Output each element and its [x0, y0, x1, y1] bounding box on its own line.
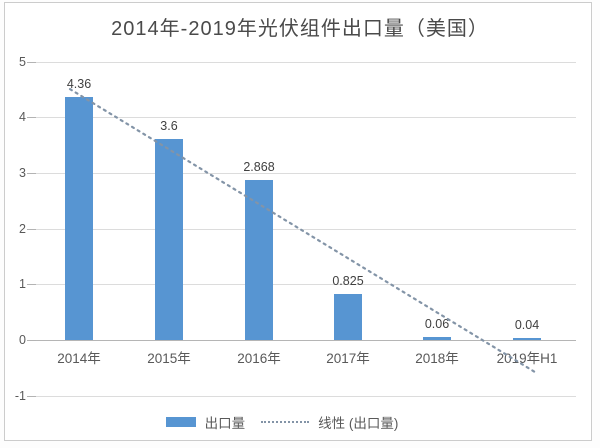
data-label: 0.06: [424, 316, 450, 331]
x-tick-label: 2015年: [147, 351, 191, 366]
gridline: [31, 62, 576, 63]
y-axis-tick: [27, 173, 36, 174]
bar-2015: [155, 139, 183, 340]
y-tick-label: -1: [14, 389, 26, 403]
y-tick-label: 5: [19, 55, 26, 69]
gridline: [31, 284, 576, 285]
legend-label-trendline: 线性 (出口量): [318, 416, 399, 431]
gridline: [31, 229, 576, 230]
legend-bar-swatch: [165, 417, 196, 427]
x-tick-label: 2019年H1: [496, 351, 558, 366]
legend-label-series: 出口量: [204, 416, 246, 431]
y-axis-tick: [27, 229, 36, 230]
x-tick-label: 2017年: [326, 351, 370, 366]
x-tick-label: 2018年: [415, 351, 459, 366]
y-axis-tick: [27, 62, 36, 63]
chart-title: 2014年-2019年光伏组件出口量（美国）: [111, 18, 489, 40]
y-axis-tick: [27, 340, 36, 341]
bar-2019h1: [513, 337, 541, 340]
y-tick-label: 1: [19, 277, 26, 291]
gridline: [31, 117, 576, 118]
data-label: 0.04: [514, 317, 540, 332]
data-label: 3.6: [160, 119, 178, 134]
y-tick-label: 0: [19, 333, 26, 347]
x-tick-label: 2016年: [237, 351, 281, 366]
y-tick-label: 3: [19, 166, 26, 180]
y-axis-tick: [27, 396, 36, 397]
legend: 出口量 线性 (出口量): [0, 412, 582, 432]
x-axis-line: [31, 340, 576, 341]
x-tick-label: 2014年: [57, 351, 101, 366]
legend-dotted-line-swatch: [261, 421, 310, 423]
y-tick-label: 2: [19, 222, 26, 236]
gridline: [31, 173, 576, 174]
bar-2014: [65, 97, 93, 340]
data-label: 0.825: [332, 274, 364, 289]
gridline: [31, 396, 576, 397]
bar-2017: [334, 294, 362, 340]
y-axis-tick: [27, 117, 36, 118]
y-tick-label: 4: [19, 110, 26, 124]
bar-2018: [423, 336, 451, 340]
y-axis-tick: [27, 284, 36, 285]
bar-2016: [245, 180, 273, 340]
data-label: 2.868: [243, 160, 275, 175]
data-label: 4.36: [66, 77, 92, 92]
